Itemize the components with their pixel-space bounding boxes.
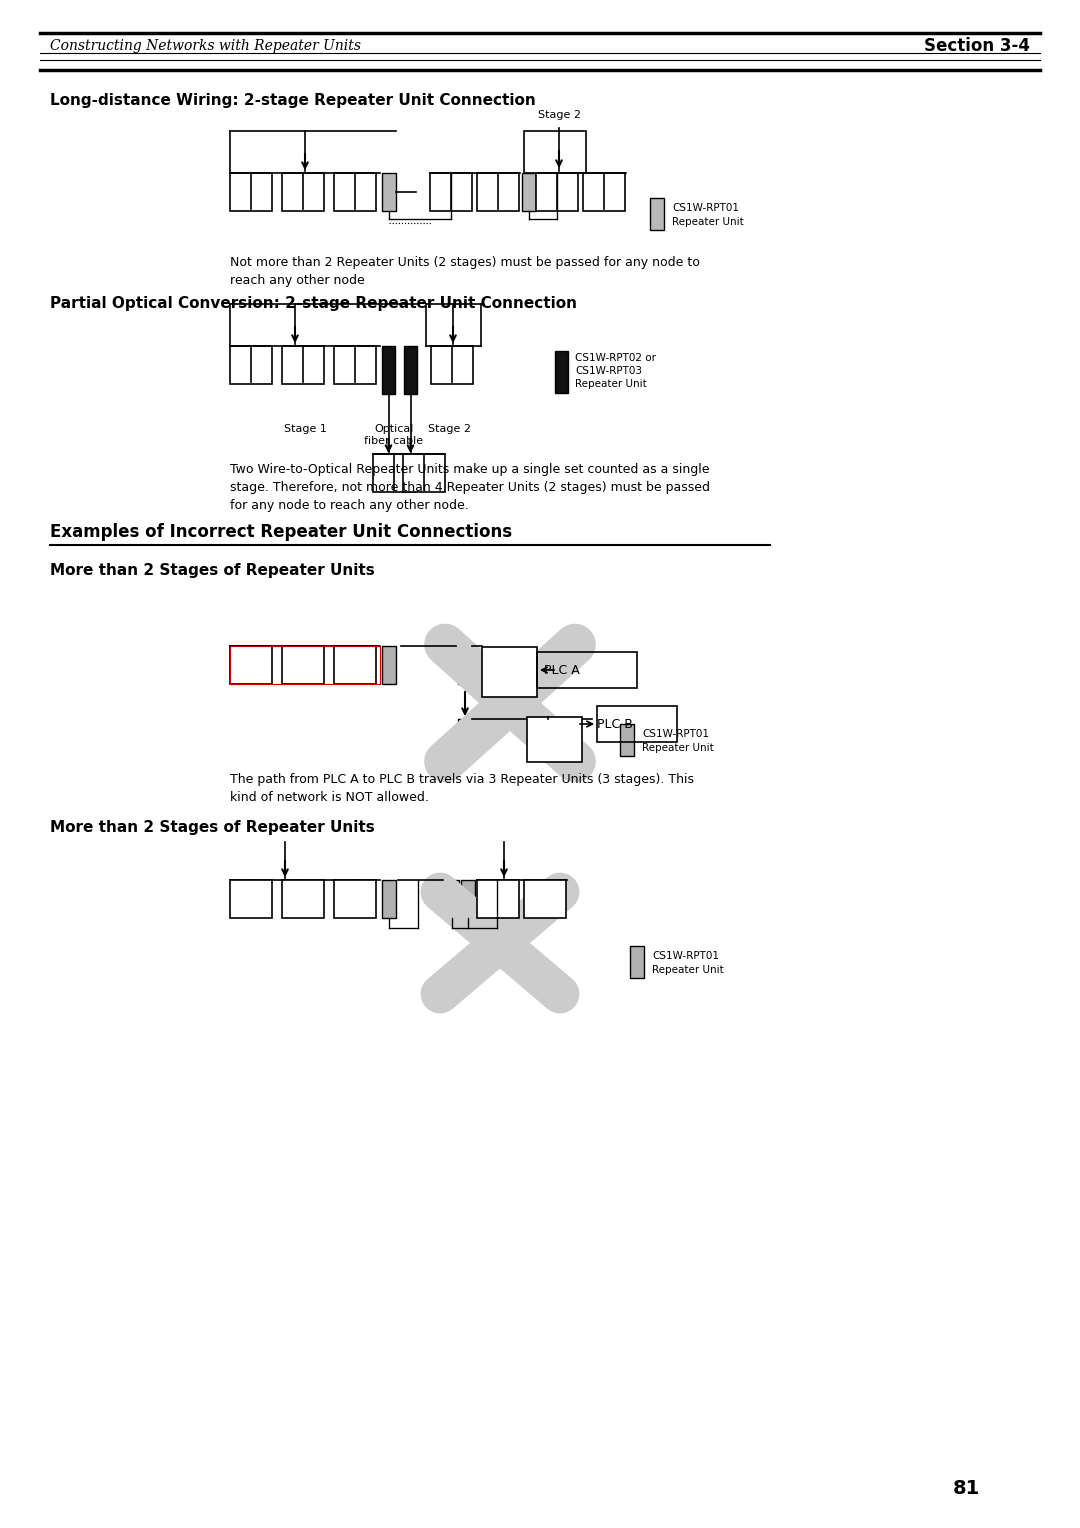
Bar — [382, 173, 396, 211]
Bar — [445, 880, 459, 918]
Text: Repeater Unit: Repeater Unit — [672, 217, 744, 228]
Text: CS1W-RPT01: CS1W-RPT01 — [652, 950, 719, 961]
Bar — [334, 345, 376, 384]
Text: Long-distance Wiring: 2-stage Repeater Unit Connection: Long-distance Wiring: 2-stage Repeater U… — [50, 93, 536, 108]
Text: More than 2 Stages of Repeater Units: More than 2 Stages of Repeater Units — [50, 821, 375, 834]
Bar — [597, 706, 677, 743]
Bar — [430, 173, 472, 211]
Bar — [334, 646, 376, 685]
Bar — [404, 345, 417, 394]
Bar — [461, 880, 475, 918]
Bar — [458, 646, 472, 685]
Bar — [527, 717, 582, 762]
Text: CS1W-RPT01: CS1W-RPT01 — [642, 729, 708, 740]
Bar — [382, 345, 395, 394]
Text: More than 2 Stages of Repeater Units: More than 2 Stages of Repeater Units — [50, 562, 375, 578]
Text: Two Wire-to-Optical Repeater Units make up a single set counted as a single
stag: Two Wire-to-Optical Repeater Units make … — [230, 463, 710, 512]
Bar — [482, 646, 537, 697]
Bar — [373, 454, 415, 492]
Bar — [583, 173, 625, 211]
Text: Constructing Networks with Repeater Units: Constructing Networks with Repeater Unit… — [50, 40, 361, 53]
Bar — [230, 646, 272, 685]
Text: The path from PLC A to PLC B travels via 3 Repeater Units (3 stages). This
kind : The path from PLC A to PLC B travels via… — [230, 773, 694, 804]
Bar — [536, 173, 578, 211]
Bar — [477, 880, 519, 918]
Text: Not more than 2 Repeater Units (2 stages) must be passed for any node to
reach a: Not more than 2 Repeater Units (2 stages… — [230, 257, 700, 287]
Bar — [522, 173, 536, 211]
Bar — [524, 880, 566, 918]
Bar — [230, 345, 272, 384]
Bar — [282, 646, 324, 685]
Bar — [476, 173, 518, 211]
Bar — [537, 652, 637, 688]
Text: CS1W-RPT01: CS1W-RPT01 — [672, 203, 739, 212]
Text: Stage 1: Stage 1 — [284, 423, 326, 434]
Bar — [620, 724, 634, 756]
Text: Repeater Unit: Repeater Unit — [652, 966, 724, 975]
Bar — [431, 345, 473, 384]
Bar — [524, 131, 586, 173]
Text: Optical
fiber cable: Optical fiber cable — [364, 423, 423, 446]
Bar — [382, 880, 396, 918]
Text: Partial Optical Conversion: 2-stage Repeater Unit Connection: Partial Optical Conversion: 2-stage Repe… — [50, 296, 577, 312]
Bar — [230, 880, 272, 918]
Bar — [555, 351, 568, 393]
Text: Repeater Unit: Repeater Unit — [642, 743, 714, 753]
Text: PLC A: PLC A — [544, 663, 580, 677]
Bar — [282, 345, 324, 384]
Text: Stage 2: Stage 2 — [428, 423, 471, 434]
Bar — [382, 646, 396, 685]
Text: PLC B: PLC B — [597, 718, 633, 730]
Text: Section 3-4: Section 3-4 — [924, 37, 1030, 55]
Text: CS1W-RPT02 or: CS1W-RPT02 or — [575, 353, 656, 364]
Text: Repeater Unit: Repeater Unit — [575, 379, 647, 390]
Bar — [282, 880, 324, 918]
Text: Examples of Incorrect Repeater Unit Connections: Examples of Incorrect Repeater Unit Conn… — [50, 523, 512, 541]
Bar — [630, 946, 644, 978]
Text: 81: 81 — [953, 1479, 980, 1497]
Bar — [458, 720, 472, 752]
Text: CS1W-RPT03: CS1W-RPT03 — [575, 367, 642, 376]
Bar — [230, 173, 272, 211]
Bar — [230, 646, 380, 685]
Text: Stage 2: Stage 2 — [538, 110, 581, 121]
Bar — [334, 880, 376, 918]
Bar — [334, 173, 376, 211]
Bar — [403, 454, 445, 492]
Bar — [282, 173, 324, 211]
Bar — [650, 199, 664, 231]
